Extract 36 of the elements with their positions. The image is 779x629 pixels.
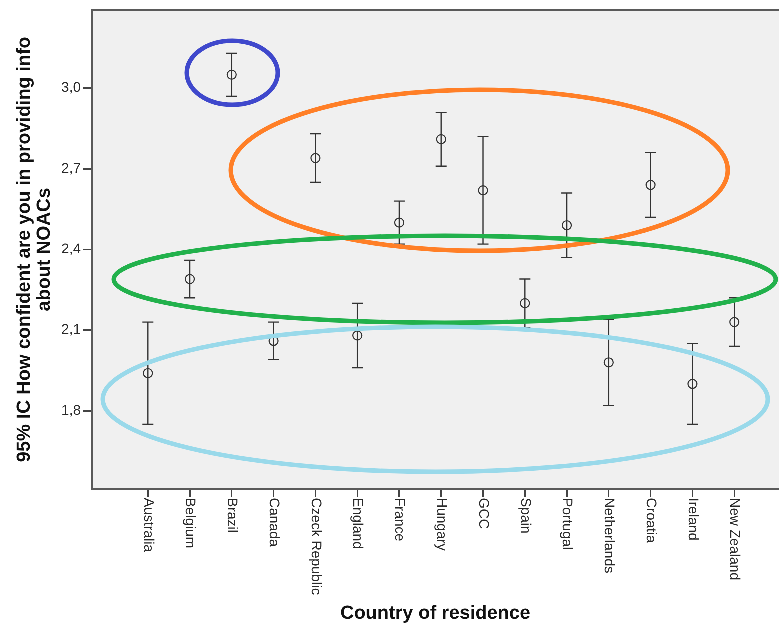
- point: [478, 185, 488, 196]
- y-tick-label: 2,7: [62, 160, 82, 176]
- x-tick-label: Canada: [266, 498, 283, 548]
- point: [730, 317, 740, 328]
- x-tick-label: Croatia: [644, 498, 660, 544]
- point: [226, 70, 237, 80]
- point: [520, 298, 530, 309]
- point: [352, 330, 363, 341]
- x-tick-label: Hungary: [434, 498, 451, 551]
- x-tick-label: Belgium: [183, 498, 200, 549]
- y-tick-label: 2,4: [62, 240, 82, 257]
- point: [604, 358, 614, 368]
- y-tick-label: 2,1: [62, 321, 82, 338]
- point: [436, 134, 446, 145]
- point: [394, 218, 405, 228]
- point: [143, 368, 154, 378]
- x-tick-label: GCC: [476, 498, 492, 530]
- x-tick-label: Czeck Republic: [308, 498, 325, 596]
- y-axis-title: 95% IC How confident are you in providing info about NOACs: [14, 36, 56, 462]
- point: [562, 220, 572, 231]
- x-tick-label: Spain: [518, 498, 534, 534]
- x-axis-title: Country of residence: [340, 602, 531, 624]
- y-tick-label: 3,0: [62, 79, 82, 96]
- x-tick-label: New Zealand: [728, 498, 744, 580]
- x-tick-label: France: [392, 498, 409, 542]
- x-tick-label: Netherlands: [602, 498, 618, 574]
- point: [184, 274, 196, 284]
- point: [310, 153, 321, 164]
- x-tick-label: England: [350, 498, 367, 550]
- x-tick-label: Ireland: [686, 498, 702, 541]
- point: [646, 180, 656, 190]
- x-tick-label: Brazil: [225, 498, 242, 534]
- point: [688, 379, 698, 390]
- y-tick-label: 1,8: [62, 402, 82, 418]
- x-tick-label: Australia: [141, 498, 158, 553]
- x-tick-label: Portugal: [560, 498, 576, 550]
